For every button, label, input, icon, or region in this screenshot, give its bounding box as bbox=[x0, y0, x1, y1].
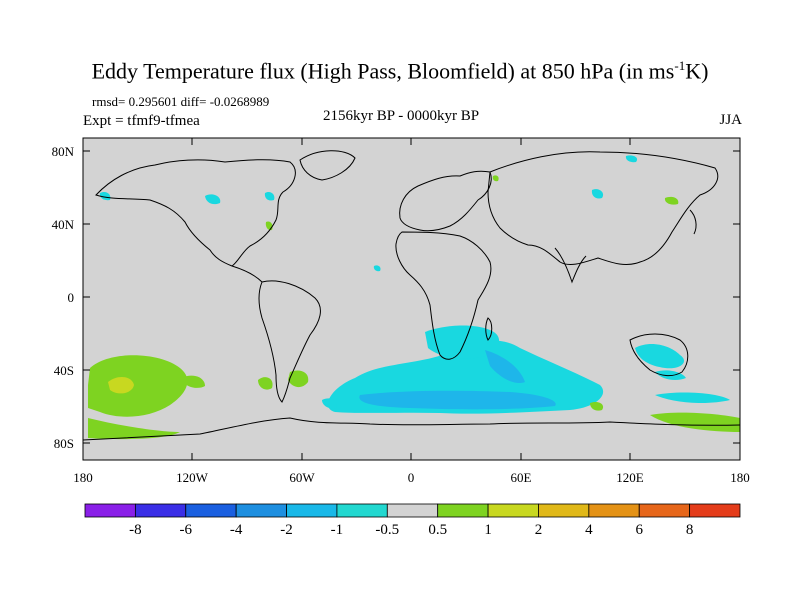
lon-tick-label: 180 bbox=[73, 470, 93, 485]
colorbar-level-label: 8 bbox=[685, 522, 694, 538]
colorbar-swatch bbox=[286, 503, 338, 518]
colorbar-swatch bbox=[538, 503, 590, 518]
lat-tick-label: 40S bbox=[53, 363, 74, 378]
colorbar-swatch bbox=[689, 503, 741, 518]
colorbar-swatch bbox=[638, 503, 691, 518]
south-pacific-green-region bbox=[88, 355, 188, 417]
southern-ocean-inner-blue-region bbox=[359, 390, 556, 410]
south-pacific-east-cyan bbox=[655, 392, 730, 403]
lat-tick-label: 40N bbox=[51, 217, 74, 232]
colorbar-level-label: 2 bbox=[534, 522, 543, 538]
south-pacific-green-east bbox=[180, 375, 205, 388]
north-america-coast bbox=[95, 159, 296, 267]
asia-coast bbox=[487, 151, 719, 265]
south-indian-green-dot bbox=[590, 401, 604, 411]
plot-title: Eddy Temperature flux (High Pass, Bloomf… bbox=[91, 58, 709, 84]
lat-tick-label: 80S bbox=[53, 436, 74, 451]
lat-tick-label: 80N bbox=[51, 144, 74, 159]
lon-tick-label: 120E bbox=[616, 470, 644, 485]
colorbar-swatch bbox=[588, 503, 640, 518]
europe-coast bbox=[399, 170, 492, 232]
colorbar-level-label: 6 bbox=[635, 522, 643, 538]
hudson-cyan bbox=[264, 191, 275, 201]
colorbar-swatch bbox=[336, 503, 388, 518]
colorbar-level-label: -4 bbox=[229, 522, 243, 538]
lon-tick-label: 60E bbox=[510, 470, 532, 485]
stats-text: rmsd= 0.295601 diff= -0.0268989 bbox=[92, 94, 270, 109]
colorbar-swatch bbox=[386, 503, 439, 518]
australia-south-cyan bbox=[655, 370, 686, 380]
colorbar-swatch bbox=[134, 503, 187, 518]
colorbar-level-label: -6 bbox=[179, 522, 193, 538]
colorbar-level-label: 1 bbox=[484, 522, 492, 538]
south-africa-cyan-region bbox=[425, 325, 500, 359]
colorbar-level-label: 4 bbox=[585, 522, 593, 538]
alaska-cyan bbox=[99, 191, 111, 201]
season-label: JJA bbox=[719, 112, 742, 128]
africa-coast bbox=[395, 231, 492, 360]
south-pacific-yellow-spot bbox=[108, 376, 134, 394]
south-east-green bbox=[650, 412, 740, 432]
australia-cyan-region bbox=[635, 344, 685, 369]
japan-coast bbox=[689, 209, 697, 235]
siberia-cyan bbox=[591, 189, 604, 199]
colorbar bbox=[84, 503, 741, 518]
madagascar-coast bbox=[485, 317, 493, 341]
axis-ticks bbox=[82, 138, 741, 460]
indian-ocean-inner-blue bbox=[485, 350, 525, 384]
north-green-dot bbox=[492, 175, 499, 182]
arctic-cyan bbox=[625, 155, 638, 163]
colorbar-level-label: -1 bbox=[330, 522, 344, 538]
colorbar-level-label: -2 bbox=[280, 522, 293, 538]
south-america-west-green bbox=[258, 377, 273, 390]
colorbar-swatch bbox=[185, 503, 237, 518]
anomaly-shading bbox=[88, 155, 740, 440]
experiment-label: Expt = tfmf9-tfmea bbox=[83, 113, 200, 129]
greenland-coast bbox=[299, 150, 356, 181]
colorbar-swatch bbox=[487, 503, 539, 518]
east-asia-green bbox=[664, 196, 679, 205]
atlantic-small-cyan bbox=[373, 265, 381, 272]
lat-tick-label: 0 bbox=[67, 290, 75, 305]
australia-coast bbox=[629, 333, 689, 377]
period-label: 2156kyr BP - 0000kyr BP bbox=[323, 108, 480, 124]
colorbar-swatch bbox=[84, 503, 136, 518]
south-america-coast bbox=[258, 280, 321, 403]
north-atlantic-cyan bbox=[205, 194, 221, 205]
lon-tick-label: 180 bbox=[730, 470, 750, 485]
colorbar-level-label: 0.5 bbox=[428, 522, 448, 538]
central-america-coast bbox=[231, 265, 263, 283]
colorbar-level-label: -0.5 bbox=[375, 522, 400, 538]
lon-tick-label: 0 bbox=[407, 470, 415, 485]
lon-tick-label: 60W bbox=[289, 470, 315, 485]
south-america-green bbox=[288, 370, 309, 388]
antarctica-coast bbox=[82, 417, 741, 441]
india-coast bbox=[554, 247, 587, 284]
colorbar-level-label: -8 bbox=[129, 522, 142, 538]
colorbar-swatch bbox=[437, 503, 489, 518]
south-atlantic-cyan bbox=[322, 398, 337, 409]
colorbar-swatch bbox=[235, 503, 287, 518]
southwest-green-band bbox=[88, 418, 180, 440]
lon-tick-label: 120W bbox=[176, 470, 208, 485]
coastlines bbox=[82, 150, 741, 441]
